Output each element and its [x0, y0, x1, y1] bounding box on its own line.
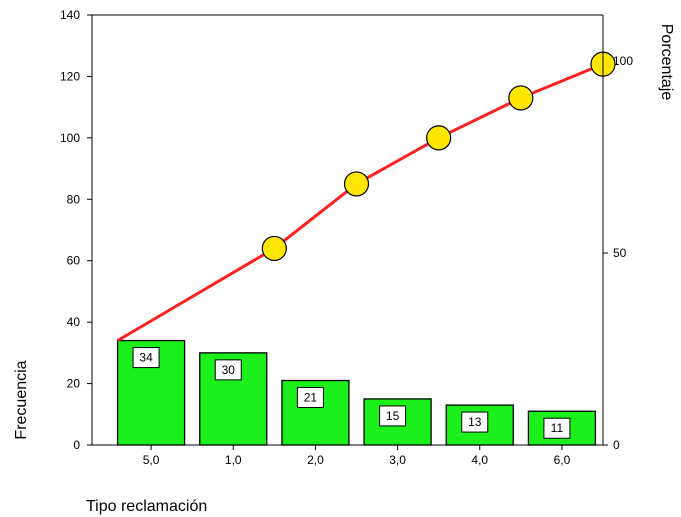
bar-label: 34	[139, 351, 153, 365]
y-tick-label: 20	[67, 377, 81, 391]
cumulative-line	[116, 51, 616, 342]
bar-label-box	[543, 417, 571, 439]
bar-labels: 34 30 21 15 13 11	[132, 347, 571, 439]
y-axis-left-title: Frecuencia	[13, 360, 30, 439]
bar-label: 13	[468, 415, 482, 429]
cumulative-point	[426, 125, 452, 151]
y2-tick-label: 0	[613, 438, 620, 452]
cumulative-point	[343, 171, 370, 197]
y-axis-right-ticks: 0 50 100	[603, 54, 633, 452]
y-tick-label: 120	[60, 69, 80, 83]
bar-label-box	[461, 411, 489, 433]
x-tick-label: 1,0	[225, 453, 242, 467]
x-axis-ticks: 5,0 1,0 2,0 3,0 4,0 6,0	[143, 445, 571, 467]
bar	[527, 410, 597, 446]
bar-label: 30	[222, 363, 236, 377]
bar-label-box	[296, 387, 324, 408]
y-tick-label: 100	[60, 131, 80, 145]
x-tick-label: 5,0	[143, 453, 160, 467]
y-tick-label: 60	[67, 254, 81, 268]
x-axis-title: Tipo reclamación	[86, 498, 207, 515]
bar-label: 21	[304, 391, 318, 405]
bar-label-box	[379, 405, 407, 427]
x-tick-label: 4,0	[471, 453, 488, 467]
y-axis-left-ticks: 0 20 40 60 80 100 120 140	[60, 8, 92, 452]
cumulative-point	[508, 85, 534, 111]
y-tick-label: 40	[67, 315, 81, 329]
x-tick-label: 3,0	[389, 453, 406, 467]
x-tick-label: 2,0	[307, 453, 324, 467]
y2-tick-label: 50	[613, 246, 627, 260]
bar-label-box	[132, 347, 160, 369]
y-tick-label: 80	[67, 192, 81, 206]
y-axis-right-title: Porcentaje	[658, 24, 675, 101]
x-tick-label: 6,0	[554, 453, 571, 467]
cumulative-point	[261, 235, 287, 262]
y2-tick-label: 100	[613, 54, 633, 68]
y-tick-label: 140	[60, 8, 80, 22]
cumulative-line-path	[116, 62, 604, 342]
bars	[116, 339, 597, 446]
bar-label: 15	[386, 409, 400, 423]
y-tick-label: 0	[73, 438, 80, 452]
bar-label: 11	[551, 421, 564, 435]
bar-label-box	[214, 359, 242, 381]
